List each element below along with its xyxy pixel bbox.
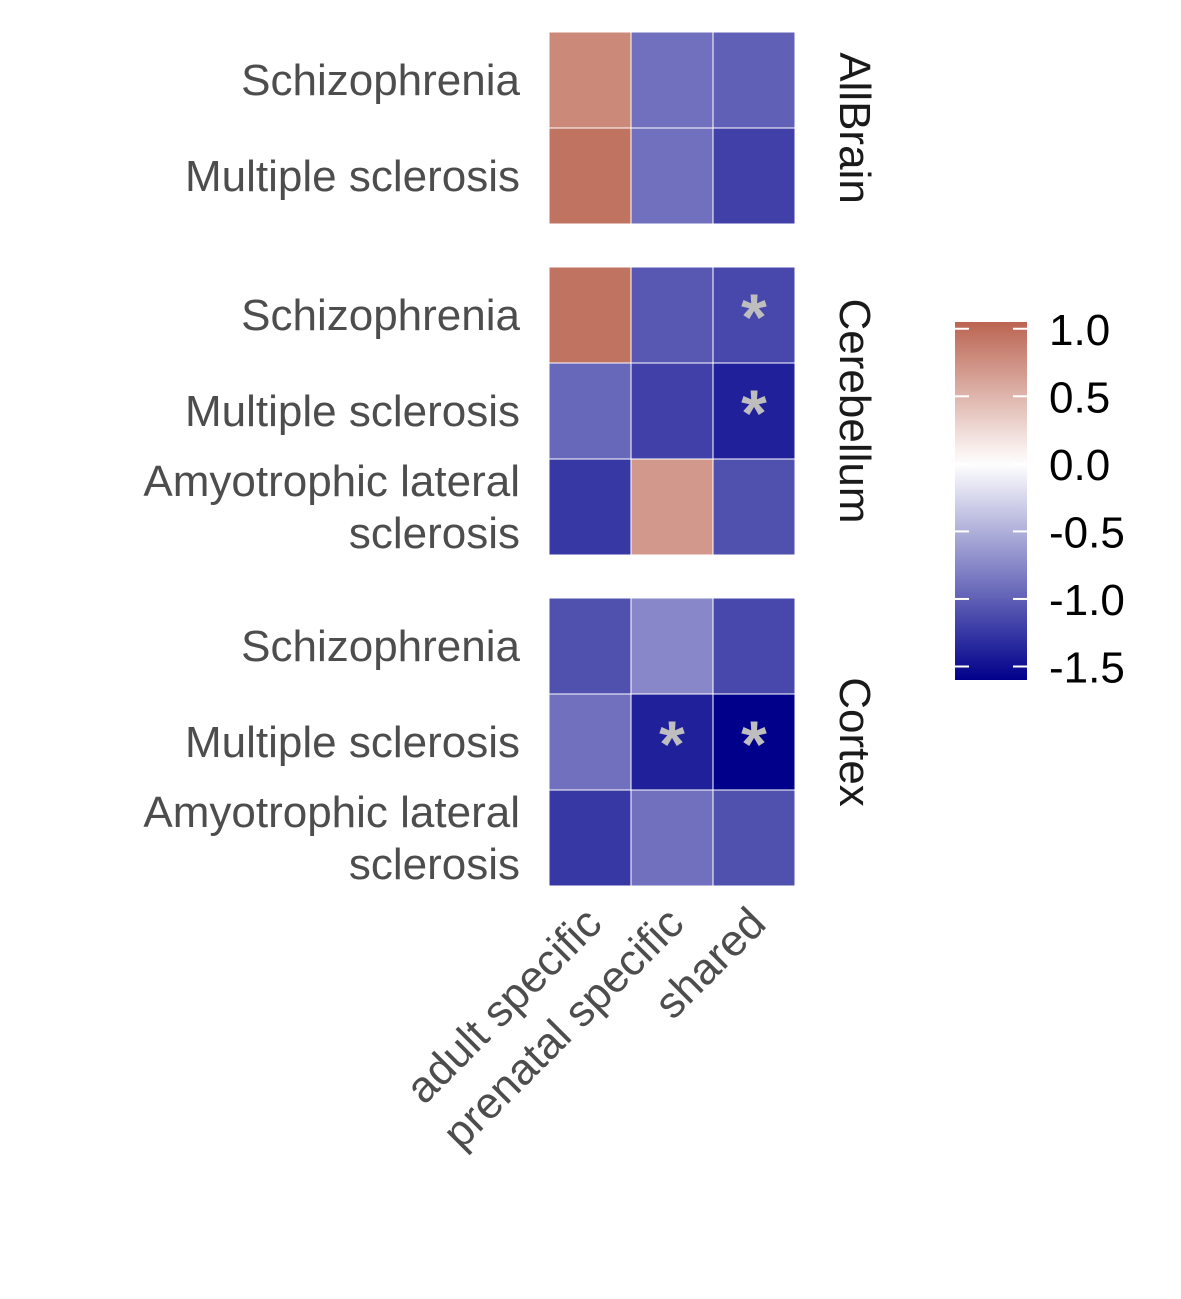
heatmap-cell — [630, 266, 714, 364]
row-label: Multiple sclerosis — [185, 718, 520, 767]
heatmap-cell — [712, 693, 796, 791]
heatmap-cell — [712, 458, 796, 556]
row-label: Multiple sclerosis — [185, 152, 520, 201]
row-labels: Schizophrenia Multiple sclerosis Schizophr… — [143, 56, 520, 889]
heatmap-cell — [630, 31, 714, 129]
heatmap-cell — [630, 362, 714, 460]
facet-strip-label: AllBrain — [830, 52, 879, 204]
row-label: sclerosis — [349, 509, 520, 558]
heatmap-cell — [712, 789, 796, 887]
heatmap-cell — [548, 31, 632, 129]
colorbar-tick-label: 1.0 — [1049, 306, 1110, 355]
facet-strip-labels: AllBrain Cerebellum Cortex — [830, 52, 879, 807]
significance-marker: * — [659, 707, 685, 781]
colorbar — [955, 322, 1027, 680]
heatmap-cell — [712, 127, 796, 225]
heatmap-cell — [548, 693, 632, 791]
row-label: Schizophrenia — [241, 56, 520, 105]
heatmap-cell — [630, 127, 714, 225]
row-label: Amyotrophic lateral — [143, 788, 520, 837]
heatmap-cell — [712, 31, 796, 129]
colorbar-tick-label: -1.0 — [1049, 576, 1125, 625]
row-label: Amyotrophic lateral — [143, 457, 520, 506]
heatmap-cell — [630, 789, 714, 887]
color-legend: 1.0 0.5 0.0 -0.5 -1.0 -1.5 — [955, 306, 1125, 692]
heatmap-cell — [712, 266, 796, 364]
row-label: Schizophrenia — [241, 291, 520, 340]
colorbar-tick-label: -0.5 — [1049, 508, 1125, 557]
heatmap-cell — [548, 458, 632, 556]
significance-marker: * — [741, 376, 767, 450]
heatmap-cell — [548, 266, 632, 364]
heatmap-cell — [630, 597, 714, 695]
heatmap-cell — [548, 789, 632, 887]
heatmap-cell — [630, 458, 714, 556]
colorbar-tick-label: 0.5 — [1049, 373, 1110, 422]
heatmap-cells: * * * * — [548, 31, 796, 887]
heatmap-cell — [548, 597, 632, 695]
significance-marker: * — [741, 707, 767, 781]
row-label: Schizophrenia — [241, 622, 520, 671]
row-label: sclerosis — [349, 840, 520, 889]
facet-strip-label: Cortex — [830, 677, 879, 807]
colorbar-tick-label: -1.5 — [1049, 643, 1125, 692]
heatmap-cell — [712, 597, 796, 695]
heatmap-cell — [712, 362, 796, 460]
colorbar-tick-label: 0.0 — [1049, 441, 1110, 490]
heatmap-cell — [630, 693, 714, 791]
heatmap-cell — [548, 127, 632, 225]
heatmap-cell — [548, 362, 632, 460]
significance-marker: * — [741, 280, 767, 354]
facet-strip-label: Cerebellum — [830, 299, 879, 524]
row-label: Multiple sclerosis — [185, 387, 520, 436]
